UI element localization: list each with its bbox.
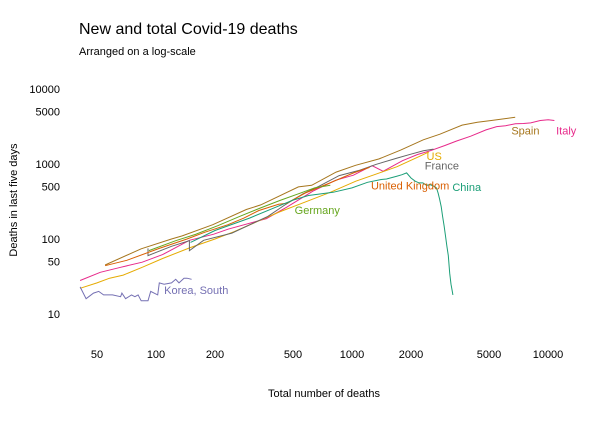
x-tick-label: 50 [91,349,103,361]
series-line-germany [148,184,331,252]
x-tick-label: 10000 [533,349,564,361]
series-label-france: France [425,160,459,172]
y-axis-ticks: 10 50 100 500 1000 5000 10000 [29,84,60,321]
x-tick-label: 500 [284,349,302,361]
x-axis-title: Total number of deaths [268,388,380,400]
series-label-us: US [427,151,442,163]
series-label-spain: Spain [511,125,539,137]
series-label-germany: Germany [295,205,341,217]
series-line-italy [79,119,555,281]
chart-title: New and total Covid-19 deaths [79,21,298,38]
series-label-united-kingdom: United Kingdom [371,180,449,192]
x-tick-label: 1000 [340,349,364,361]
series-line-korea-south [79,277,192,302]
series-line-united-kingdom [104,166,370,267]
y-axis-title: Deaths in last five days [8,143,20,257]
y-tick-label: 100 [42,234,60,246]
series-line-us [79,151,430,289]
series-line-spain [104,116,516,266]
y-tick-label: 5000 [36,107,60,119]
x-tick-label: 5000 [477,349,501,361]
series-lines [79,116,555,302]
series-label-korea-south: Korea, South [164,285,228,297]
x-axis-ticks: 50 100 200 500 1000 2000 5000 10000 [91,349,563,361]
y-tick-label: 10 [48,309,60,321]
x-tick-label: 2000 [399,349,423,361]
chart-subtitle: Arranged on a log-scale [79,46,196,58]
y-tick-label: 50 [48,257,60,269]
series-label-italy: Italy [556,125,577,137]
y-tick-label: 1000 [36,159,60,171]
y-tick-label: 10000 [29,84,60,96]
x-tick-label: 100 [147,349,165,361]
series-label-china: China [452,182,482,194]
y-tick-label: 500 [42,182,60,194]
series-line-china [190,172,454,295]
x-tick-label: 200 [206,349,224,361]
